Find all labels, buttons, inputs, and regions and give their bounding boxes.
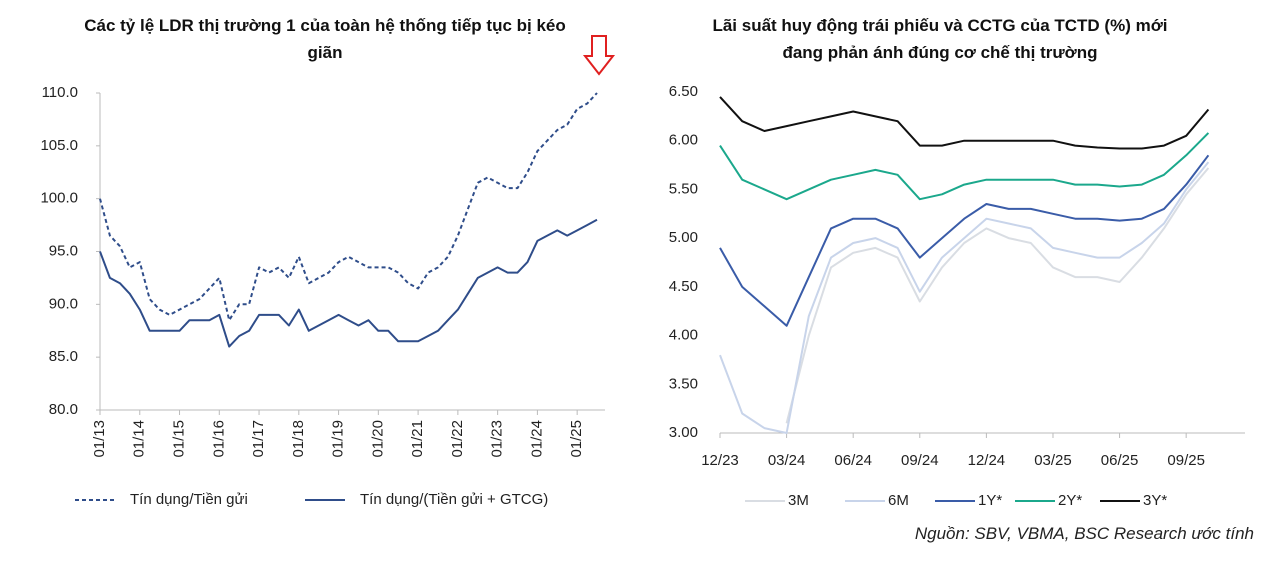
series-line — [99, 92, 598, 322]
x-tick-label: 01/17 — [250, 420, 267, 458]
y-tick-label: 3.00 — [669, 424, 698, 441]
x-tick-label: 09/24 — [901, 452, 939, 469]
source-note: Nguồn: SBV, VBMA, BSC Research ước tính — [914, 524, 1254, 543]
x-tick-label: 01/18 — [290, 420, 307, 458]
series-line — [719, 96, 1210, 150]
series-line — [785, 167, 1210, 424]
x-tick-label: 01/24 — [528, 420, 545, 458]
y-tick-label: 110.0 — [42, 84, 78, 101]
x-tick-label: 01/22 — [449, 420, 466, 458]
x-tick-label: 01/16 — [210, 420, 227, 458]
legend-label: Tín dụng/Tiền gửi — [130, 491, 248, 508]
y-tick-label: 100.0 — [40, 190, 78, 207]
x-tick-label: 06/24 — [834, 452, 872, 469]
chart-title: Các tỷ lệ LDR thị trường 1 của toàn hệ t… — [84, 16, 566, 62]
x-tick-label: 09/25 — [1167, 452, 1205, 469]
legend-label: 1Y* — [978, 492, 1002, 509]
series-line — [99, 218, 598, 348]
y-tick-label: 6.00 — [669, 132, 698, 149]
x-tick-label: 01/15 — [170, 420, 187, 458]
x-tick-label: 12/24 — [968, 452, 1006, 469]
x-tick-label: 01/23 — [489, 420, 506, 458]
legend-label: 6M — [888, 492, 909, 509]
legend-label: 3M — [788, 492, 809, 509]
x-tick-label: 01/21 — [409, 420, 426, 458]
x-tick-label: 01/25 — [568, 420, 585, 458]
x-tick-label: 01/14 — [131, 420, 148, 458]
y-tick-label: 6.50 — [669, 83, 698, 100]
x-tick-label: 03/25 — [1034, 452, 1072, 469]
chart-title: Lãi suất huy động trái phiếu và CCTG của… — [712, 16, 1168, 62]
series-line — [719, 161, 1210, 434]
y-tick-label: 105.0 — [40, 137, 78, 154]
y-tick-label: 5.50 — [669, 180, 698, 197]
y-tick-label: 90.0 — [49, 295, 78, 312]
series-line — [719, 132, 1210, 201]
y-tick-label: 5.00 — [669, 229, 698, 246]
legend-label: 2Y* — [1058, 492, 1082, 509]
y-tick-label: 3.50 — [669, 375, 698, 392]
x-tick-label: 01/13 — [91, 420, 108, 458]
x-tick-label: 12/23 — [701, 452, 739, 469]
legend-label: 3Y* — [1143, 492, 1167, 509]
series-line — [719, 154, 1210, 327]
legend-label: Tín dụng/(Tiền gửi + GTCG) — [360, 491, 548, 508]
y-tick-label: 4.50 — [669, 278, 698, 295]
x-tick-label: 03/24 — [768, 452, 806, 469]
y-tick-label: 80.0 — [49, 401, 78, 418]
y-tick-label: 95.0 — [49, 242, 78, 259]
y-tick-label: 85.0 — [49, 348, 78, 365]
y-tick-label: 4.00 — [669, 327, 698, 344]
x-tick-label: 01/20 — [369, 420, 386, 458]
x-tick-label: 06/25 — [1101, 452, 1139, 469]
red-arrow — [582, 35, 616, 76]
x-tick-label: 01/19 — [330, 420, 347, 458]
